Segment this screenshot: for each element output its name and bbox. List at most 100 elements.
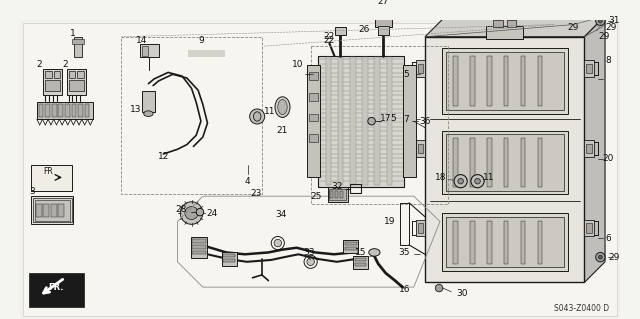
Polygon shape (584, 16, 605, 282)
Bar (350, 57, 356, 185)
Bar (355, 258, 366, 261)
Bar (330, 189, 346, 200)
Bar (33, 198, 72, 222)
Circle shape (307, 258, 314, 265)
Text: 9: 9 (198, 36, 204, 45)
Bar (45, 80, 60, 91)
Ellipse shape (278, 100, 287, 115)
Text: 16: 16 (399, 286, 410, 294)
Bar (504, 56, 508, 106)
Text: 26: 26 (358, 25, 370, 34)
Bar (445, 217, 564, 267)
Circle shape (596, 16, 605, 26)
Bar (538, 56, 542, 106)
Bar (307, 65, 320, 177)
Bar (338, 57, 344, 185)
Bar (507, 20, 516, 27)
Text: FR: FR (44, 167, 53, 176)
Bar (58, 104, 63, 117)
Text: 29: 29 (598, 32, 610, 41)
Bar (417, 144, 423, 153)
Bar (403, 65, 415, 177)
Bar (344, 240, 358, 253)
Ellipse shape (253, 112, 261, 121)
Bar (584, 219, 594, 236)
Bar (442, 48, 568, 114)
Bar (487, 220, 492, 264)
Text: 2: 2 (36, 60, 42, 70)
Text: 31: 31 (609, 16, 620, 25)
Bar (193, 245, 205, 249)
Bar (453, 138, 458, 187)
Text: 8: 8 (605, 56, 611, 65)
Bar (378, 27, 389, 35)
Bar (586, 64, 592, 73)
Ellipse shape (275, 97, 290, 117)
Bar (445, 52, 564, 110)
Text: 5: 5 (403, 70, 409, 79)
Text: 6: 6 (605, 234, 611, 243)
Text: 10: 10 (292, 60, 303, 70)
Bar (68, 80, 84, 91)
Bar (538, 220, 542, 264)
Circle shape (274, 239, 282, 247)
Bar (31, 196, 74, 224)
Bar (442, 130, 568, 194)
Text: 15: 15 (355, 248, 367, 257)
Bar (223, 254, 235, 257)
Bar (140, 44, 159, 57)
Bar (45, 104, 50, 117)
Bar (74, 37, 82, 57)
Circle shape (185, 206, 198, 219)
Bar (362, 57, 368, 185)
Text: 27: 27 (377, 0, 388, 6)
Ellipse shape (377, 2, 390, 11)
Bar (328, 187, 348, 202)
Text: 4: 4 (245, 177, 251, 186)
Text: 29: 29 (609, 253, 620, 262)
Bar (486, 26, 524, 39)
Bar (38, 104, 44, 117)
Bar (425, 37, 584, 282)
Text: 29: 29 (605, 23, 616, 32)
Bar (584, 60, 594, 77)
Text: 33: 33 (303, 248, 314, 257)
Bar (308, 114, 318, 121)
Text: S043-Z0400 D: S043-Z0400 D (554, 304, 609, 313)
Bar (353, 256, 368, 269)
Bar (417, 64, 423, 73)
Ellipse shape (369, 249, 380, 256)
Circle shape (250, 109, 265, 124)
Bar (52, 104, 56, 117)
Bar (84, 104, 90, 117)
Bar (308, 134, 318, 142)
Text: 11: 11 (483, 173, 495, 182)
Bar (188, 50, 225, 57)
Text: 30: 30 (457, 289, 468, 298)
Text: FR.: FR. (48, 283, 63, 292)
Bar (504, 220, 508, 264)
Text: 11: 11 (264, 107, 275, 116)
Bar (44, 69, 62, 95)
Bar (54, 70, 60, 78)
Bar (121, 37, 262, 194)
Text: 22: 22 (324, 32, 335, 41)
Bar (142, 46, 148, 56)
Bar (584, 140, 594, 157)
Text: 18: 18 (435, 173, 447, 182)
Bar (67, 69, 86, 95)
Polygon shape (425, 16, 605, 37)
Text: 17: 17 (380, 114, 392, 123)
Bar (31, 165, 72, 191)
Bar (521, 138, 525, 187)
Bar (487, 138, 492, 187)
Bar (221, 252, 237, 265)
Bar (346, 242, 356, 245)
Bar (387, 57, 392, 185)
Bar (223, 259, 235, 262)
Bar (142, 91, 155, 112)
Text: 22: 22 (324, 36, 335, 45)
Circle shape (454, 174, 467, 188)
Text: 14: 14 (136, 36, 148, 45)
Text: 19: 19 (383, 217, 395, 226)
